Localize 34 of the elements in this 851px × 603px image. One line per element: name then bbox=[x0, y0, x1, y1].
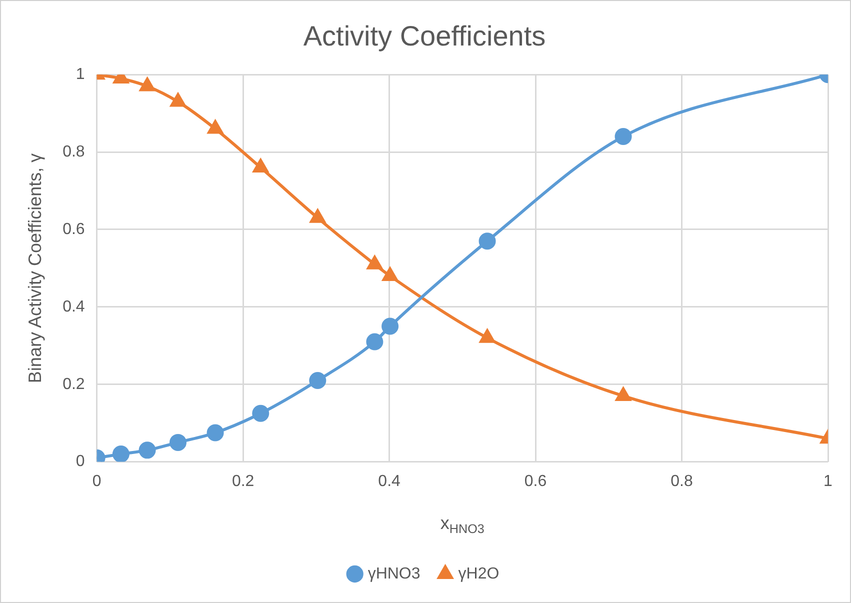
point bbox=[478, 232, 496, 250]
point bbox=[138, 442, 156, 459]
point bbox=[253, 159, 268, 173]
point bbox=[382, 267, 398, 281]
point bbox=[252, 404, 270, 422]
point bbox=[170, 434, 186, 451]
y-axis-title: Binary Activity Coefficients, γ bbox=[24, 153, 45, 384]
y-tick-label: 1 bbox=[76, 66, 85, 84]
point bbox=[309, 372, 326, 389]
point bbox=[382, 318, 399, 335]
point bbox=[310, 209, 326, 223]
point bbox=[367, 256, 382, 270]
legend-label: γHNO3 bbox=[368, 565, 420, 582]
point bbox=[170, 93, 186, 107]
y-tick-label: 0 bbox=[76, 453, 85, 470]
x-tick-label: 0.6 bbox=[524, 472, 547, 490]
point bbox=[206, 424, 224, 442]
point bbox=[112, 446, 130, 462]
y-tick-label: 0.8 bbox=[62, 143, 85, 160]
point bbox=[616, 387, 631, 401]
y-tick-label: 0.2 bbox=[62, 376, 85, 393]
point bbox=[140, 78, 155, 92]
x-tick-label: 0.2 bbox=[232, 472, 254, 490]
x-tick-label: 0 bbox=[92, 472, 102, 490]
x-tick-label: 1 bbox=[824, 472, 833, 490]
point bbox=[208, 120, 223, 134]
legend-label: γH2O bbox=[458, 565, 500, 582]
point bbox=[366, 333, 384, 350]
y-tick-label: 0.6 bbox=[62, 220, 85, 238]
y-tick-label: 0.4 bbox=[62, 298, 85, 316]
x-tick-label: 0.4 bbox=[378, 472, 401, 490]
chart-title: Activity Coefficients bbox=[303, 20, 546, 52]
x-tick-label: 0.8 bbox=[670, 472, 693, 490]
point bbox=[480, 329, 495, 343]
